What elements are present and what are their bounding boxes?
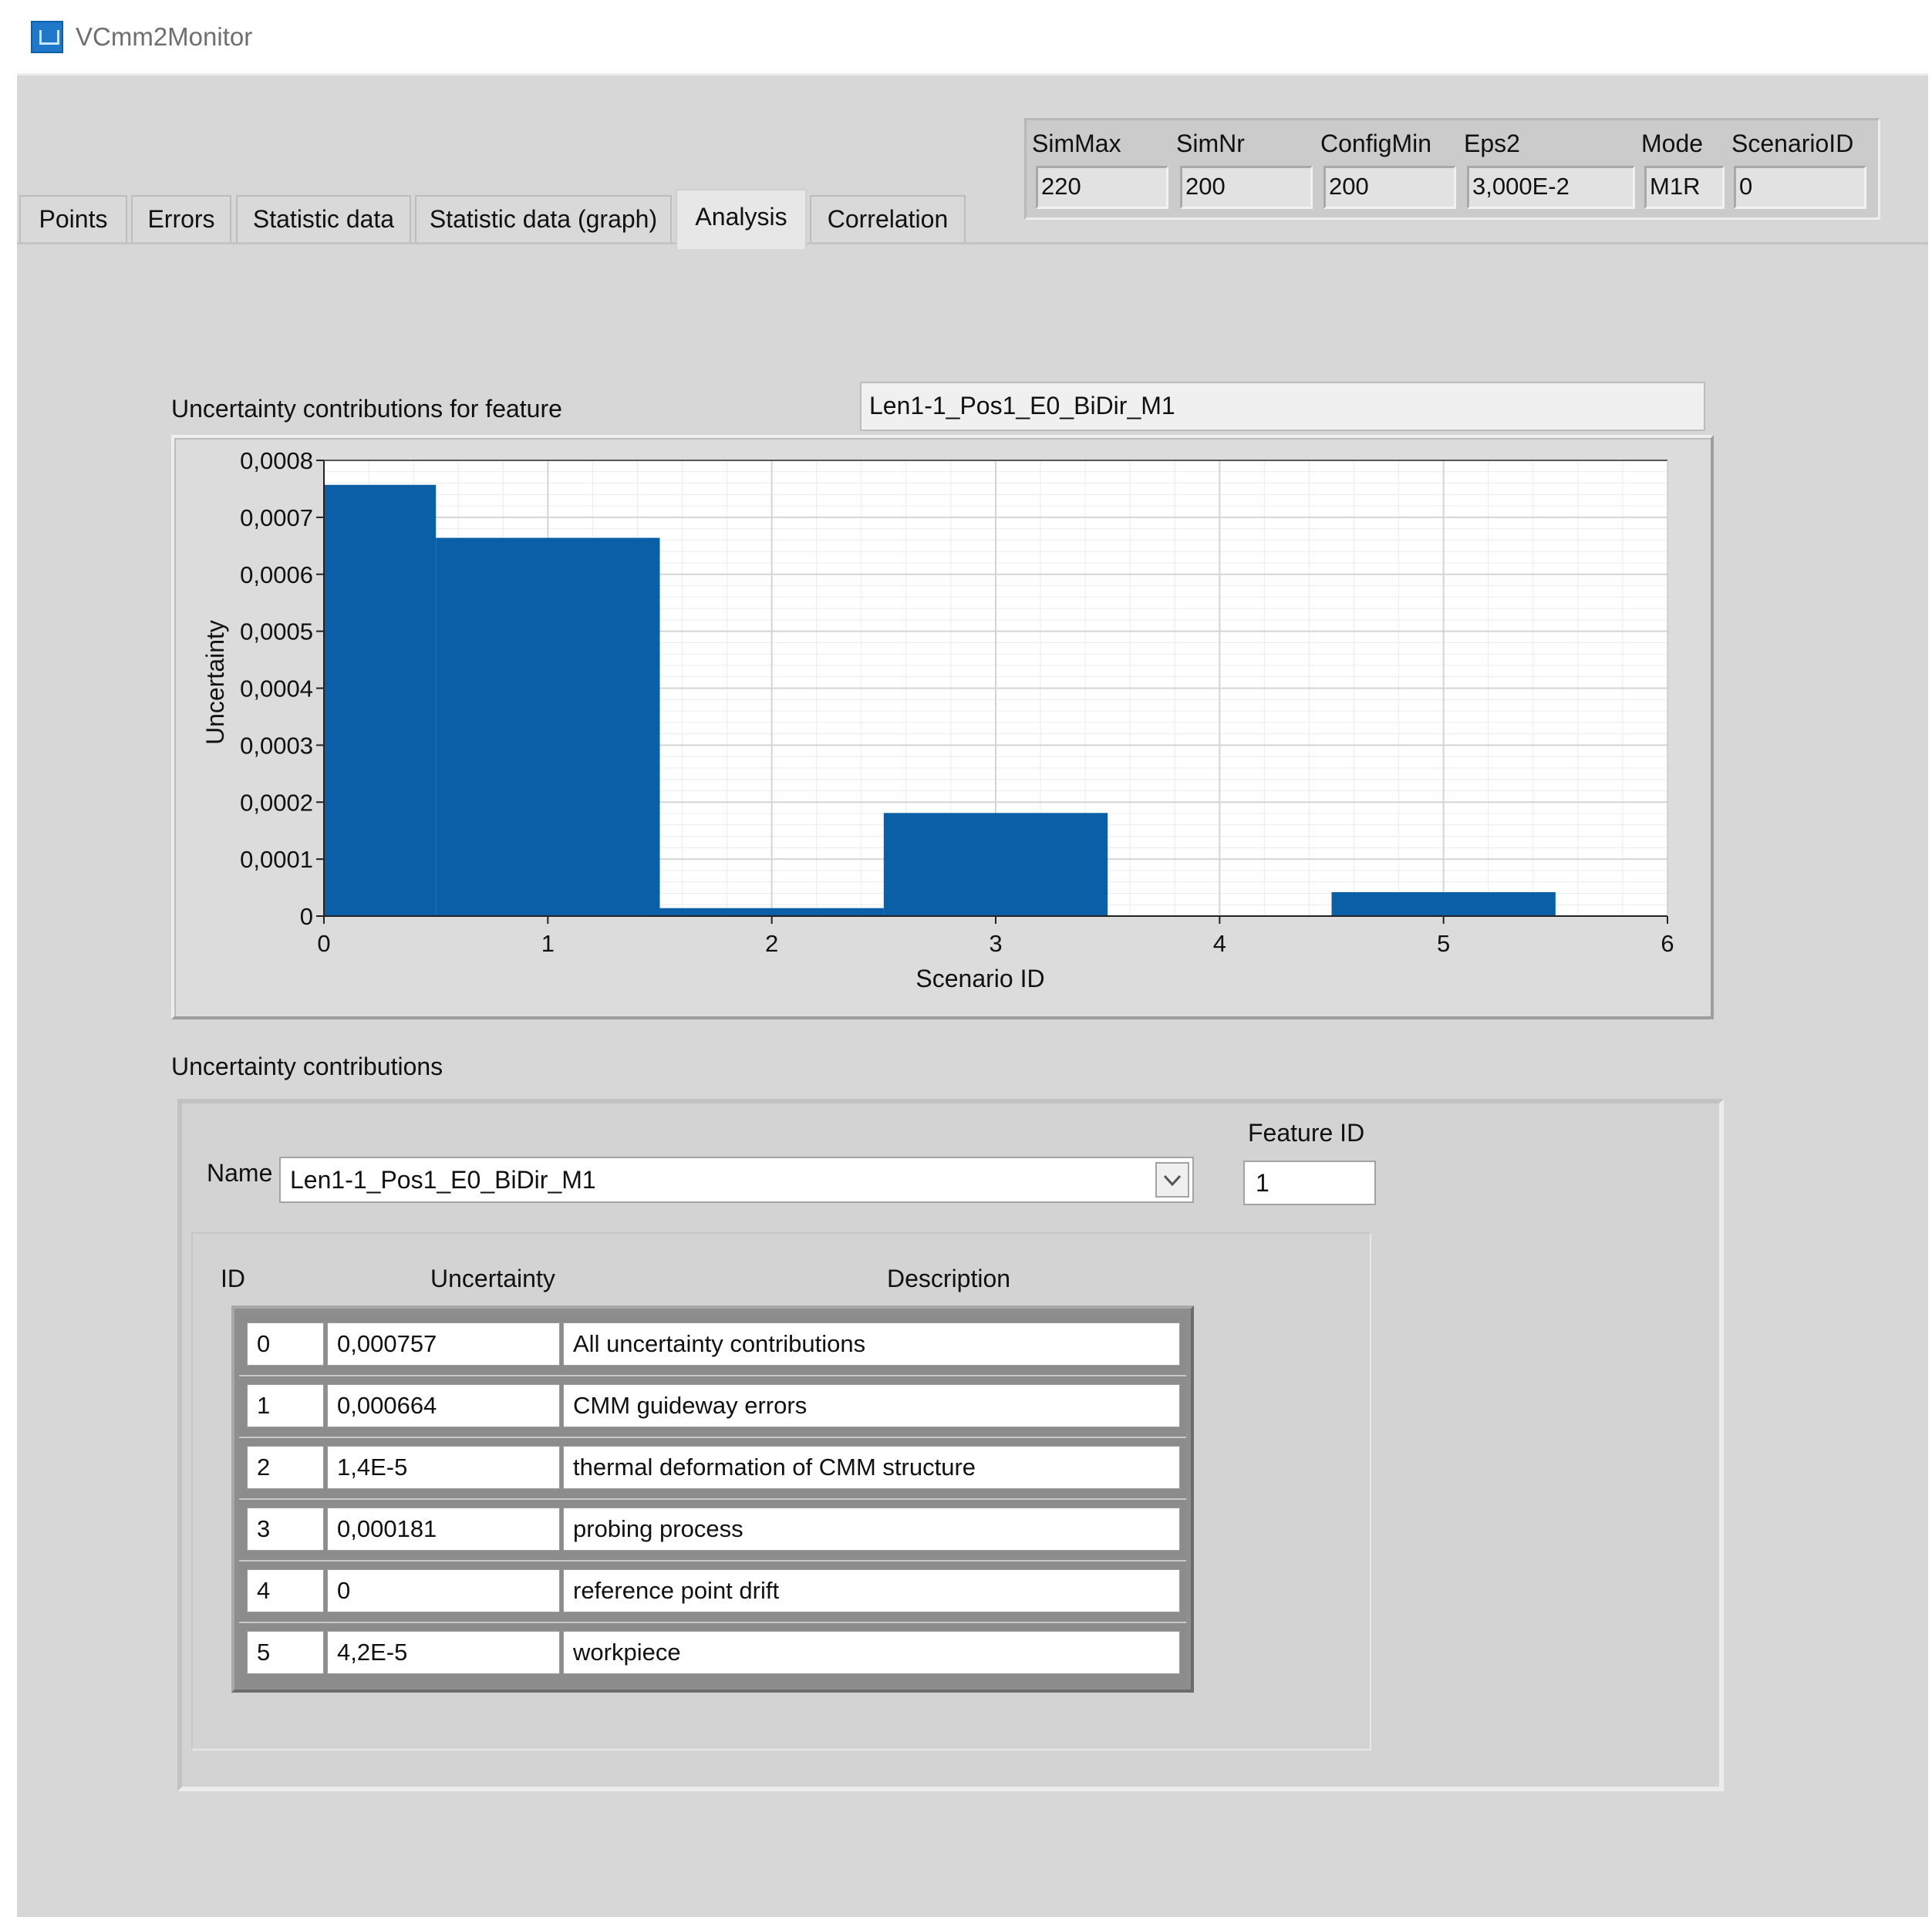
tab-errors[interactable]: Errors	[131, 195, 231, 243]
row-divider	[239, 1375, 1186, 1376]
simnr-label: SimNr	[1176, 130, 1245, 157]
cell-uncertainty[interactable]: 0,000664	[327, 1384, 560, 1427]
tab-statistic-data-graph[interactable]: Statistic data (graph)	[415, 195, 672, 243]
feature-id-field[interactable]: 1	[1243, 1161, 1376, 1205]
chart-section-label: Uncertainty contributions for feature	[171, 395, 562, 423]
eps2-field[interactable]: 3,000E-2	[1467, 166, 1635, 209]
contributions-label: Uncertainty contributions	[171, 1053, 443, 1080]
table-row: 1 0,000664 CMM guideway errors	[239, 1376, 1186, 1438]
name-label: Name	[207, 1159, 273, 1187]
cell-uncertainty[interactable]: 1,4E-5	[327, 1446, 560, 1489]
column-header-id: ID	[221, 1265, 245, 1292]
cell-uncertainty[interactable]: 0,000181	[327, 1508, 560, 1551]
chevron-down-glyph	[1163, 1174, 1182, 1187]
tab-analysis[interactable]: Analysis	[676, 189, 807, 249]
table-row: 0 0,000757 All uncertainty contributions	[239, 1315, 1186, 1376]
table-row: 3 0,000181 probing process	[239, 1500, 1186, 1562]
cell-description[interactable]: All uncertainty contributions	[563, 1322, 1180, 1366]
table-row: 2 1,4E-5 thermal deformation of CMM stru…	[239, 1438, 1186, 1500]
cell-id[interactable]: 2	[247, 1446, 324, 1489]
tab-points[interactable]: Points	[19, 195, 127, 243]
app-icon	[31, 21, 63, 53]
name-select[interactable]: Len1-1_Pos1_E0_BiDir_M1	[279, 1157, 1194, 1203]
mode-label: Mode	[1641, 130, 1704, 157]
cell-id[interactable]: 4	[247, 1569, 324, 1612]
cell-description[interactable]: workpiece	[563, 1631, 1180, 1674]
tab-statistic-data[interactable]: Statistic data	[236, 195, 411, 243]
cell-id[interactable]: 3	[247, 1508, 324, 1551]
mode-field[interactable]: M1R	[1644, 166, 1725, 209]
column-header-uncertainty: Uncertainty	[430, 1265, 555, 1292]
configmin-label: ConfigMin	[1320, 130, 1432, 157]
tab-divider	[17, 242, 1928, 244]
chevron-down-icon[interactable]	[1155, 1162, 1189, 1198]
row-divider	[239, 1622, 1186, 1623]
scenarioid-label: ScenarioID	[1731, 130, 1854, 157]
row-divider	[239, 1498, 1186, 1500]
cell-description[interactable]: CMM guideway errors	[563, 1384, 1180, 1427]
window-title: VCmm2Monitor	[76, 22, 253, 51]
simmax-field[interactable]: 220	[1036, 166, 1168, 209]
table-row: 4 0 reference point drift	[239, 1562, 1186, 1623]
table-row: 5 4,2E-5 workpiece	[239, 1623, 1186, 1685]
tab-correlation[interactable]: Correlation	[810, 195, 966, 243]
title-bar	[0, 0, 1932, 73]
eps2-label: Eps2	[1464, 130, 1520, 157]
cell-description[interactable]: thermal deformation of CMM structure	[563, 1446, 1180, 1489]
scenarioid-field[interactable]: 0	[1734, 166, 1866, 209]
cell-uncertainty[interactable]: 4,2E-5	[327, 1631, 560, 1674]
simmax-label: SimMax	[1032, 130, 1121, 157]
contributions-table-panel	[191, 1232, 1371, 1750]
cell-description[interactable]: reference point drift	[563, 1569, 1180, 1612]
cell-id[interactable]: 0	[247, 1322, 324, 1366]
simnr-field[interactable]: 200	[1180, 166, 1313, 209]
row-divider	[239, 1437, 1186, 1438]
cell-id[interactable]: 5	[247, 1631, 324, 1674]
feature-id-label: Feature ID	[1248, 1119, 1365, 1147]
cell-uncertainty[interactable]: 0,000757	[327, 1322, 560, 1366]
cell-uncertainty[interactable]: 0	[327, 1569, 560, 1612]
row-divider	[239, 1560, 1186, 1562]
chart-frame	[171, 435, 1714, 1019]
column-header-description: Description	[887, 1265, 1011, 1292]
cell-id[interactable]: 1	[247, 1384, 324, 1427]
feature-name-display: Len1-1_Pos1_E0_BiDir_M1	[860, 382, 1705, 431]
cell-description[interactable]: probing process	[563, 1508, 1180, 1551]
configmin-field[interactable]: 200	[1323, 166, 1456, 209]
